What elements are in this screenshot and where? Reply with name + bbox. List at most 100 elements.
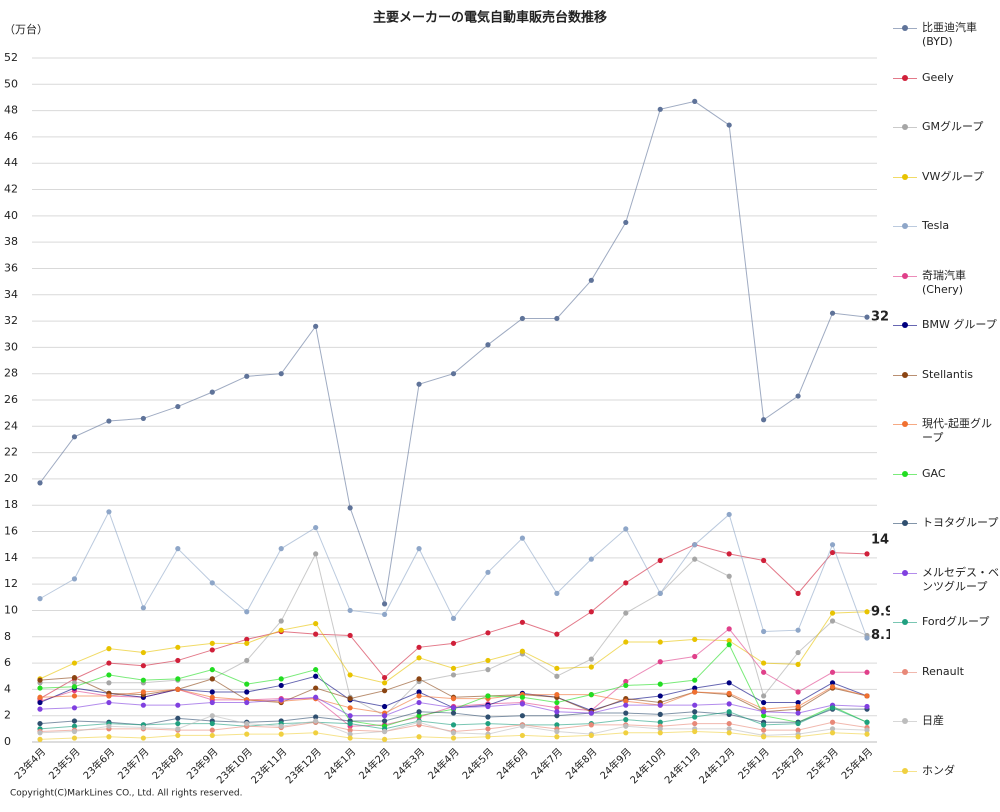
data-point	[106, 672, 111, 677]
data-point	[554, 729, 559, 734]
legend-marker	[902, 768, 908, 774]
data-point	[279, 732, 284, 737]
y-tick-label: 20	[4, 472, 18, 485]
data-point	[485, 570, 490, 575]
data-point	[72, 735, 77, 740]
y-tick-label: 0	[4, 735, 11, 748]
data-point	[37, 695, 42, 700]
data-point	[485, 667, 490, 672]
data-point	[175, 716, 180, 721]
data-point	[72, 660, 77, 665]
series-line	[40, 101, 867, 603]
data-point	[485, 734, 490, 739]
data-point	[830, 618, 835, 623]
legend-item: GAC	[893, 466, 1000, 516]
data-point	[141, 725, 146, 730]
data-point	[795, 662, 800, 667]
data-point	[416, 709, 421, 714]
data-point	[106, 734, 111, 739]
data-point	[623, 703, 628, 708]
data-point	[244, 721, 249, 726]
legend-label: 比亜迪汽車 (BYD)	[922, 21, 1000, 49]
data-point	[37, 480, 42, 485]
data-point	[72, 675, 77, 680]
data-point	[244, 682, 249, 687]
data-point	[761, 629, 766, 634]
data-point	[692, 542, 697, 547]
data-point	[348, 633, 353, 638]
x-tick-label: 24年4月	[425, 745, 462, 782]
data-point	[451, 666, 456, 671]
data-point	[692, 557, 697, 562]
data-point	[279, 683, 284, 688]
data-point	[485, 630, 490, 635]
x-tick-label: 23年9月	[184, 745, 221, 782]
data-point	[72, 434, 77, 439]
data-point	[382, 680, 387, 685]
data-point	[279, 618, 284, 623]
legend-item: GMグループ	[893, 119, 1000, 169]
data-point	[520, 649, 525, 654]
data-label: 32.3	[871, 310, 890, 325]
y-tick-label: 30	[4, 340, 18, 353]
y-tick-label: 36	[4, 261, 18, 274]
data-point	[416, 720, 421, 725]
data-point	[520, 316, 525, 321]
data-point	[692, 654, 697, 659]
y-tick-label: 48	[4, 104, 18, 117]
data-point	[623, 730, 628, 735]
series	[37, 99, 869, 607]
data-point	[795, 650, 800, 655]
data-point	[520, 536, 525, 541]
y-tick-label: 28	[4, 367, 18, 380]
data-point	[279, 546, 284, 551]
legend-marker	[902, 174, 908, 180]
data-point	[37, 730, 42, 735]
data-point	[485, 714, 490, 719]
legend-item: 比亜迪汽車 (BYD)	[893, 20, 1000, 70]
data-point	[210, 641, 215, 646]
data-point	[727, 122, 732, 127]
data-point	[727, 551, 732, 556]
data-point	[623, 639, 628, 644]
data-point	[244, 374, 249, 379]
data-point	[658, 693, 663, 698]
data-point	[589, 664, 594, 669]
data-point	[727, 574, 732, 579]
data-point	[382, 675, 387, 680]
data-point	[451, 371, 456, 376]
data-point	[554, 709, 559, 714]
y-tick-label: 2	[4, 709, 11, 722]
data-point	[348, 705, 353, 710]
legend-label: ホンダ	[922, 764, 1000, 778]
data-point	[623, 710, 628, 715]
legend-marker	[902, 619, 908, 625]
data-point	[348, 735, 353, 740]
data-point	[210, 580, 215, 585]
data-point	[244, 732, 249, 737]
data-point	[761, 660, 766, 665]
legend-label: GAC	[922, 467, 1000, 481]
data-point	[313, 551, 318, 556]
data-point	[658, 591, 663, 596]
series	[37, 509, 869, 640]
legend-marker	[902, 471, 908, 477]
data-point	[623, 580, 628, 585]
data-point	[554, 316, 559, 321]
data-point	[210, 390, 215, 395]
source: Copyright(C)MarkLines CO., Ltd. All righ…	[10, 789, 242, 799]
data-point	[692, 678, 697, 683]
x-tick-label: 24年12月	[696, 745, 737, 786]
data-point	[348, 713, 353, 718]
data-point	[727, 626, 732, 631]
y-tick-label: 34	[4, 288, 18, 301]
legend-marker	[902, 520, 908, 526]
y-tick-label: 14	[4, 551, 18, 564]
x-tick-label: 24年8月	[563, 745, 600, 782]
data-point	[727, 680, 732, 685]
data-point	[106, 646, 111, 651]
data-point	[313, 695, 318, 700]
data-point	[279, 724, 284, 729]
